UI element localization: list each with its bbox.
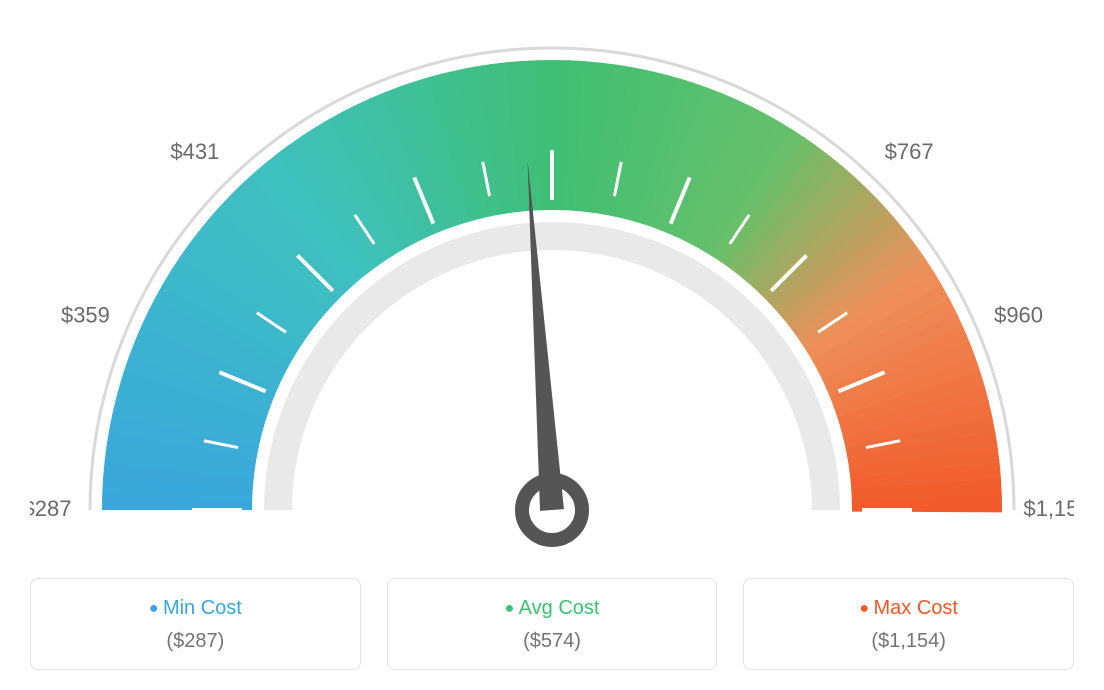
legend-max-label: Max Cost xyxy=(744,597,1073,620)
gauge-tick-label: $960 xyxy=(994,303,1043,328)
gauge-tick-label: $359 xyxy=(61,303,110,328)
gauge-tick-label: $431 xyxy=(170,139,219,164)
legend-min-value: ($287) xyxy=(31,630,360,653)
legend-min-label: Min Cost xyxy=(31,597,360,620)
legend-card-avg: Avg Cost ($574) xyxy=(387,578,718,670)
legend-card-max: Max Cost ($1,154) xyxy=(743,578,1074,670)
gauge-needle xyxy=(528,161,564,511)
legend-max-value: ($1,154) xyxy=(744,630,1073,653)
legend-avg-label: Avg Cost xyxy=(388,597,717,620)
legend-avg-value: ($574) xyxy=(388,630,717,653)
gauge-tick-label: $767 xyxy=(885,139,934,164)
legend-row: Min Cost ($287) Avg Cost ($574) Max Cost… xyxy=(30,578,1074,670)
legend-card-min: Min Cost ($287) xyxy=(30,578,361,670)
gauge-tick-label: $287 xyxy=(30,496,71,521)
gauge-chart: $287$359$431$574$767$960$1,154 xyxy=(30,20,1074,560)
gauge-svg: $287$359$431$574$767$960$1,154 xyxy=(30,20,1074,560)
gauge-tick-label: $1,154 xyxy=(1023,496,1074,521)
